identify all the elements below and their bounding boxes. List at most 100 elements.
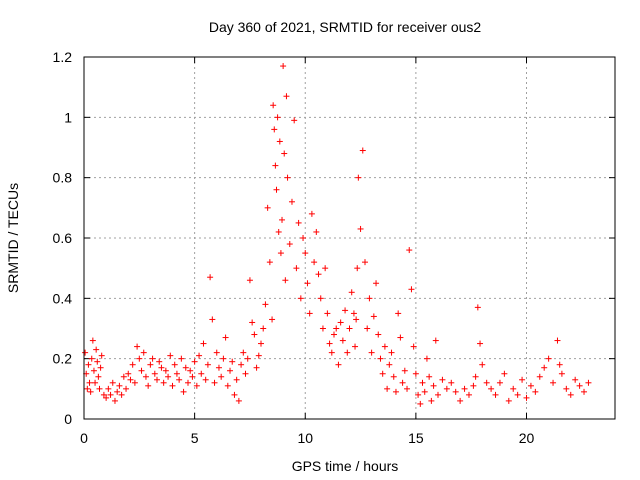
data-point bbox=[120, 373, 127, 380]
data-point bbox=[251, 331, 258, 338]
data-point bbox=[572, 376, 579, 383]
data-point bbox=[95, 373, 102, 380]
data-point bbox=[93, 346, 100, 353]
data-point bbox=[408, 286, 415, 293]
data-point bbox=[242, 370, 249, 377]
data-point bbox=[443, 385, 450, 392]
chart-title: Day 360 of 2021, SRMTID for receiver ous… bbox=[209, 19, 482, 35]
data-point bbox=[421, 388, 428, 395]
data-point bbox=[373, 280, 380, 287]
data-point bbox=[145, 382, 152, 389]
data-point bbox=[419, 379, 426, 386]
data-point bbox=[576, 382, 583, 389]
data-point bbox=[222, 334, 229, 341]
data-point bbox=[550, 379, 557, 386]
data-point bbox=[556, 361, 563, 368]
data-point bbox=[346, 325, 353, 332]
data-point bbox=[326, 340, 333, 347]
data-point bbox=[227, 367, 234, 374]
data-point bbox=[335, 361, 342, 368]
y-axis-label: SRMTID / TECUs bbox=[5, 183, 21, 293]
data-point bbox=[154, 376, 161, 383]
x-tick-label: 15 bbox=[408, 430, 424, 446]
data-point bbox=[465, 391, 472, 398]
data-point bbox=[432, 337, 439, 344]
data-point bbox=[129, 361, 136, 368]
data-point bbox=[435, 391, 441, 398]
data-point bbox=[331, 331, 338, 338]
data-point bbox=[457, 397, 464, 404]
data-point bbox=[339, 337, 346, 344]
data-point bbox=[89, 337, 96, 344]
data-point bbox=[448, 379, 455, 386]
data-point bbox=[333, 325, 340, 332]
data-point bbox=[114, 388, 121, 395]
data-point bbox=[189, 373, 196, 380]
data-point bbox=[439, 376, 446, 383]
data-point bbox=[191, 358, 198, 365]
data-point bbox=[109, 379, 116, 386]
data-point bbox=[313, 228, 320, 235]
data-point bbox=[532, 388, 539, 395]
data-point bbox=[180, 388, 187, 395]
data-point bbox=[355, 174, 362, 181]
data-point bbox=[82, 349, 89, 356]
data-point bbox=[306, 310, 313, 317]
data-point bbox=[233, 376, 240, 383]
data-point bbox=[375, 331, 382, 338]
data-point bbox=[404, 385, 411, 392]
data-point bbox=[178, 355, 185, 362]
data-point bbox=[563, 385, 570, 392]
gridlines bbox=[84, 57, 615, 419]
data-point bbox=[428, 397, 435, 404]
data-point bbox=[354, 265, 361, 272]
data-point bbox=[291, 117, 298, 124]
data-point bbox=[176, 376, 183, 383]
data-point bbox=[138, 367, 145, 374]
data-point bbox=[249, 319, 256, 326]
data-point bbox=[90, 367, 97, 374]
data-point bbox=[377, 355, 384, 362]
y-tick-label: 0 bbox=[64, 411, 72, 427]
data-point bbox=[202, 376, 209, 383]
tick-labels: 0 5 10 15 20 0 0.2 0.4 0.6 0.8 1 1.2 bbox=[53, 49, 535, 446]
data-point bbox=[162, 367, 169, 374]
data-point bbox=[88, 355, 95, 362]
data-point bbox=[545, 355, 552, 362]
data-point bbox=[430, 382, 437, 389]
y-tick-label: 0.2 bbox=[53, 351, 73, 367]
data-point bbox=[567, 391, 574, 398]
data-point bbox=[492, 391, 499, 398]
data-point bbox=[160, 379, 167, 386]
data-point bbox=[134, 343, 141, 350]
data-point bbox=[97, 364, 104, 371]
data-point bbox=[281, 150, 288, 157]
data-point bbox=[131, 379, 138, 386]
data-point bbox=[184, 379, 191, 386]
data-point bbox=[272, 162, 279, 169]
data-point bbox=[96, 385, 103, 392]
data-point bbox=[231, 391, 238, 398]
data-point bbox=[156, 358, 163, 365]
data-point bbox=[279, 216, 286, 223]
data-point bbox=[224, 382, 231, 389]
data-point bbox=[198, 370, 205, 377]
data-point bbox=[140, 349, 147, 356]
data-point bbox=[472, 373, 479, 380]
data-point bbox=[361, 259, 368, 266]
data-point bbox=[337, 319, 344, 326]
data-point bbox=[171, 361, 178, 368]
data-point bbox=[142, 373, 149, 380]
data-point bbox=[215, 364, 222, 371]
data-point bbox=[388, 349, 395, 356]
data-point bbox=[136, 355, 143, 362]
x-tick-label: 20 bbox=[519, 430, 535, 446]
data-point bbox=[423, 355, 430, 362]
data-point bbox=[364, 325, 371, 332]
data-point bbox=[187, 367, 194, 374]
data-point bbox=[527, 382, 534, 389]
data-point bbox=[270, 102, 277, 109]
data-point bbox=[304, 280, 311, 287]
data-point bbox=[350, 310, 357, 317]
data-point bbox=[401, 367, 408, 374]
